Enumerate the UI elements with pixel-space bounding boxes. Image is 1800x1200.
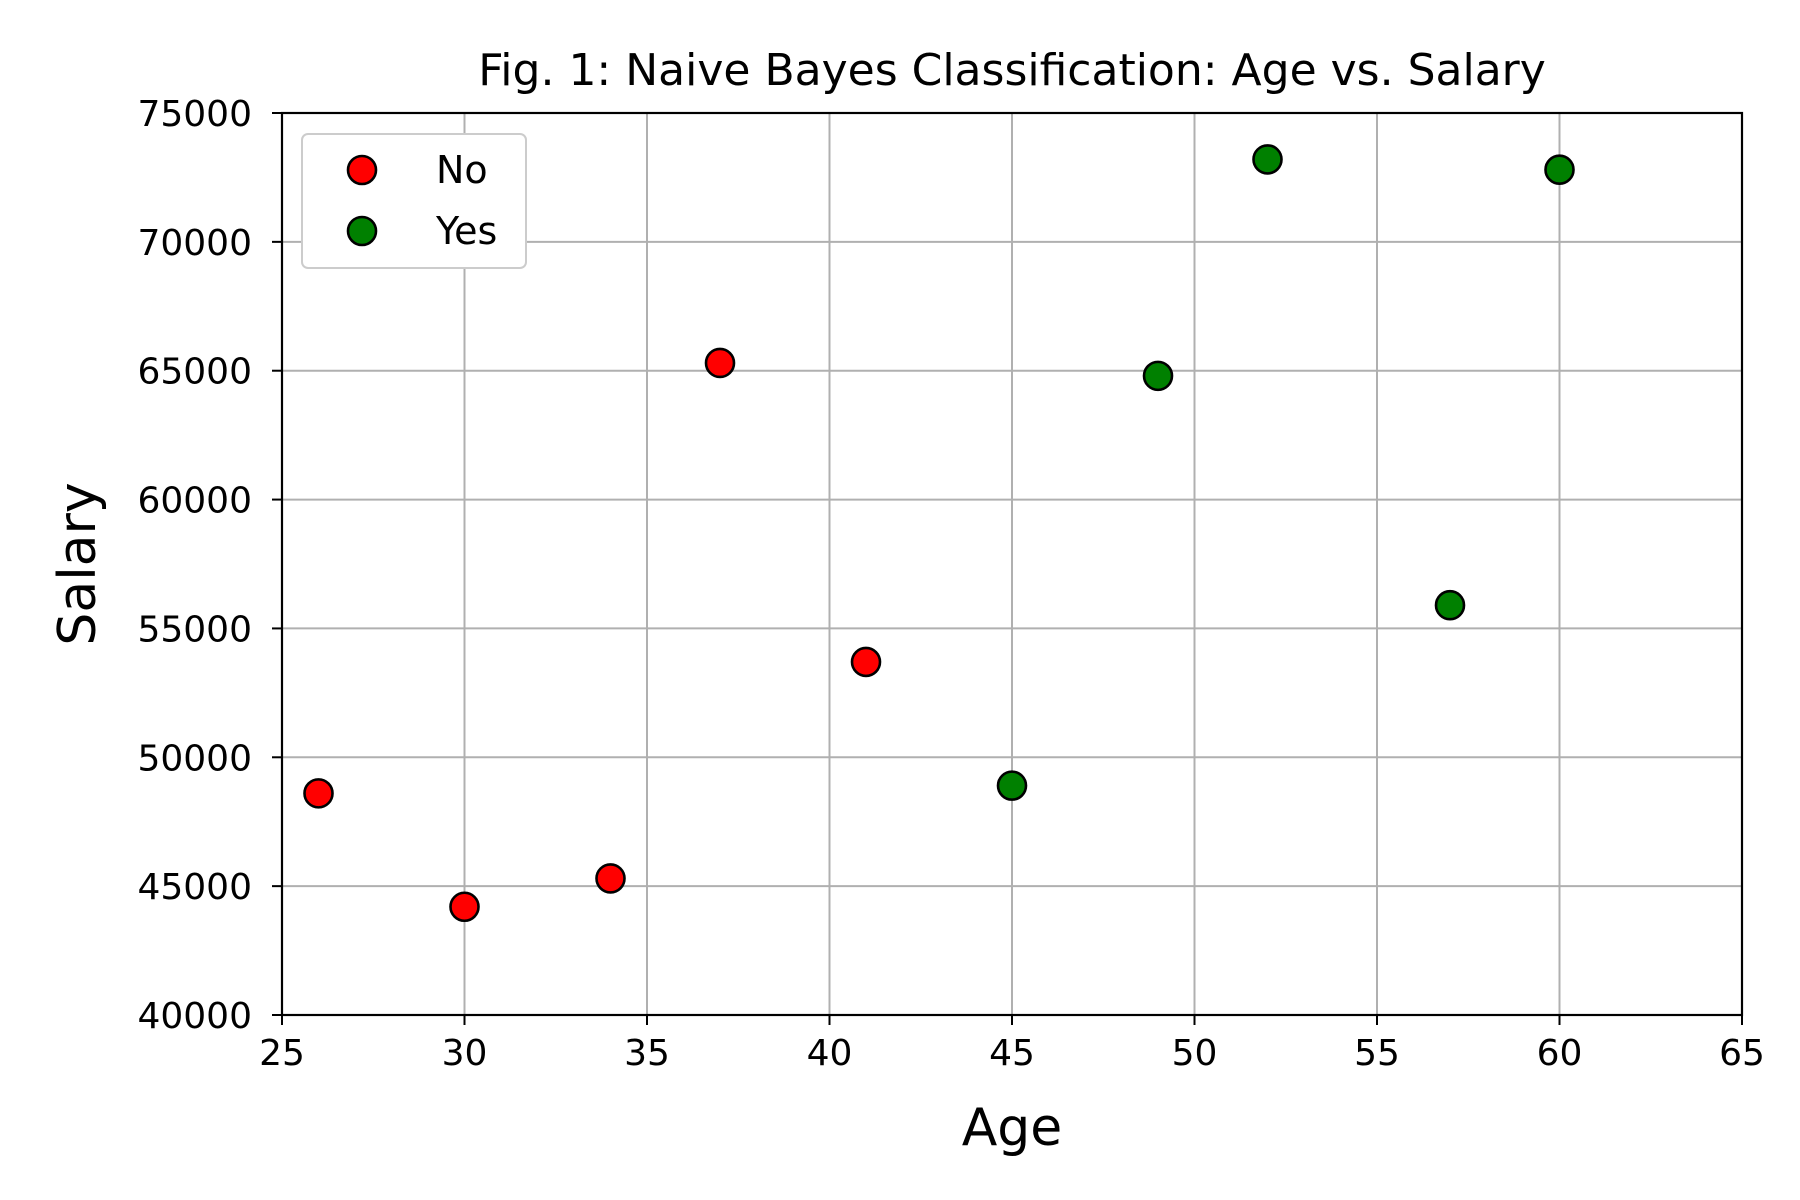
y-tick-label: 60000 [137,481,252,522]
data-point-yes [1544,154,1575,185]
x-tick-label: 50 [1172,1033,1218,1074]
y-tick-label: 40000 [137,996,252,1037]
y-tick-label: 50000 [137,738,252,779]
legend-marker-yes [346,215,378,247]
y-tick-label: 65000 [137,352,252,393]
x-tick-label: 35 [624,1033,670,1074]
legend-label-yes: Yes [435,209,497,253]
legend-marker-no [346,154,378,186]
data-point-no [303,778,334,809]
axis-ticks: 25 30 35 40 45 50 55 60 65 40000 45000 50000 55000 60… [137,94,1764,1074]
data-point-no [595,863,626,894]
x-tick-label: 40 [807,1033,853,1074]
x-tick-label: 55 [1354,1033,1400,1074]
x-tick-label: 60 [1537,1033,1583,1074]
legend-label-no: No [436,148,488,192]
y-tick-label: 75000 [137,94,252,135]
data-point-no [449,891,480,923]
y-tick-label: 55000 [137,609,252,650]
y-tick-label: 70000 [137,223,252,264]
x-tick-label: 65 [1719,1033,1765,1074]
x-tick-label: 45 [989,1033,1035,1074]
x-tick-label: 25 [259,1033,305,1074]
chart-title: Fig. 1: Naive Bayes Classification: Age … [478,45,1546,96]
x-tick-label: 30 [442,1033,488,1074]
data-point-no [850,646,882,678]
data-point-yes [1142,360,1174,392]
data-point-yes [1434,589,1466,621]
legend: No Yes [301,133,527,269]
data-point-yes [996,770,1028,801]
data-point-yes [1252,144,1283,175]
data-point-no [704,347,736,379]
x-axis-label: Age [962,1098,1063,1158]
data-points [303,144,1575,923]
y-tick-label: 45000 [137,867,252,908]
y-axis-label: Salary [48,482,108,645]
